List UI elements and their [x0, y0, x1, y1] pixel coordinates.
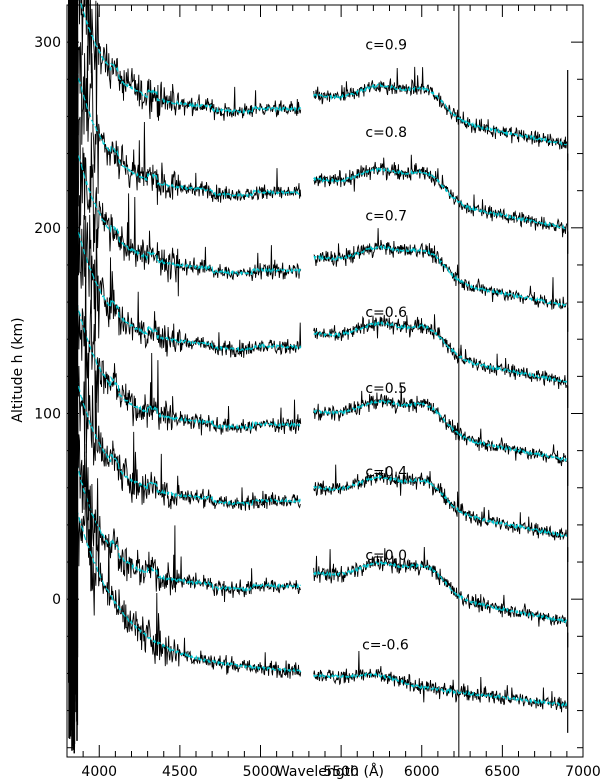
observed-spectrum [313, 228, 567, 310]
spectrum-series [76, 255, 569, 486]
spectrum-series [76, 215, 569, 563]
y-axis-title: Altitude h (km) [10, 317, 26, 422]
model-spectrum [313, 672, 568, 709]
x-tick-label: 6500 [485, 764, 521, 780]
series-label: c=0.9 [365, 38, 407, 54]
model-spectrum [313, 399, 567, 462]
spectrum-series [77, 0, 569, 171]
model-spectrum [76, 462, 301, 593]
observed-spectrum [76, 42, 302, 205]
spectrum-series [76, 116, 569, 332]
observed-spectrum [313, 154, 568, 238]
observed-spectrum [76, 443, 302, 679]
x-tick-label: 4000 [81, 764, 117, 780]
plot-area: c=0.9 c=0.8 c=0.7 c=0.6 c=0.5 c=0.4 c=0.0 c=-0.… [66, 0, 584, 758]
observed-spectrum [76, 414, 301, 603]
series-label: c=0.8 [365, 125, 407, 141]
x-tick-label: 5500 [323, 764, 359, 780]
x-tick-label: 7000 [565, 764, 600, 780]
observed-spectrum [77, 0, 302, 132]
series-label: c=0.5 [365, 381, 407, 397]
model-spectrum [313, 320, 568, 384]
series-label: c=0.7 [365, 208, 407, 224]
observed-spectrum [76, 181, 302, 358]
model-spectrum [76, 377, 302, 507]
model-spectrum [76, 223, 302, 353]
spectrum-series [76, 443, 569, 733]
model-spectrum [313, 166, 568, 230]
observed-spectrum [76, 255, 302, 436]
y-tick-label: 200 [34, 221, 61, 237]
model-spectrum [313, 474, 568, 539]
x-axis-title: Wavelength (Å) [276, 763, 384, 780]
model-spectrum [76, 508, 302, 673]
observed-spectrum [76, 215, 301, 511]
model-spectrum [76, 146, 302, 276]
y-tick-label: 0 [52, 592, 61, 608]
x-axis: 4000 4500 5000 5500 6000 6500 7000 [66, 5, 600, 780]
observed-spectrum [313, 66, 568, 150]
y-tick-label: 100 [34, 406, 61, 422]
model-spectrum [76, 69, 301, 199]
y-tick-label: 300 [34, 35, 61, 51]
observed-spectrum [313, 546, 568, 627]
x-tick-label: 6000 [404, 764, 440, 780]
model-spectrum [76, 302, 301, 432]
series-label: c=0.4 [365, 465, 407, 481]
y-axis: 0 100 200 300 [34, 4, 583, 749]
model-spectrum [79, 0, 302, 115]
x-tick-label: 4500 [162, 764, 198, 780]
left-clutter [68, 0, 79, 754]
series-label: c=0.6 [365, 305, 407, 321]
spectrum-series [76, 42, 569, 254]
series-label: c=0.0 [365, 548, 407, 564]
model-spectrum [313, 559, 568, 624]
x-tick-label: 5000 [243, 764, 279, 780]
spectrum-series [76, 414, 569, 648]
observed-spectrum [313, 464, 568, 541]
series-label: c=-0.6 [362, 637, 409, 653]
observed-spectrum [313, 650, 568, 713]
model-spectrum [313, 244, 568, 308]
observed-spectrum [313, 314, 568, 390]
